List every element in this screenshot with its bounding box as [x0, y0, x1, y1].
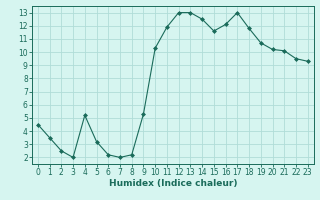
X-axis label: Humidex (Indice chaleur): Humidex (Indice chaleur): [108, 179, 237, 188]
